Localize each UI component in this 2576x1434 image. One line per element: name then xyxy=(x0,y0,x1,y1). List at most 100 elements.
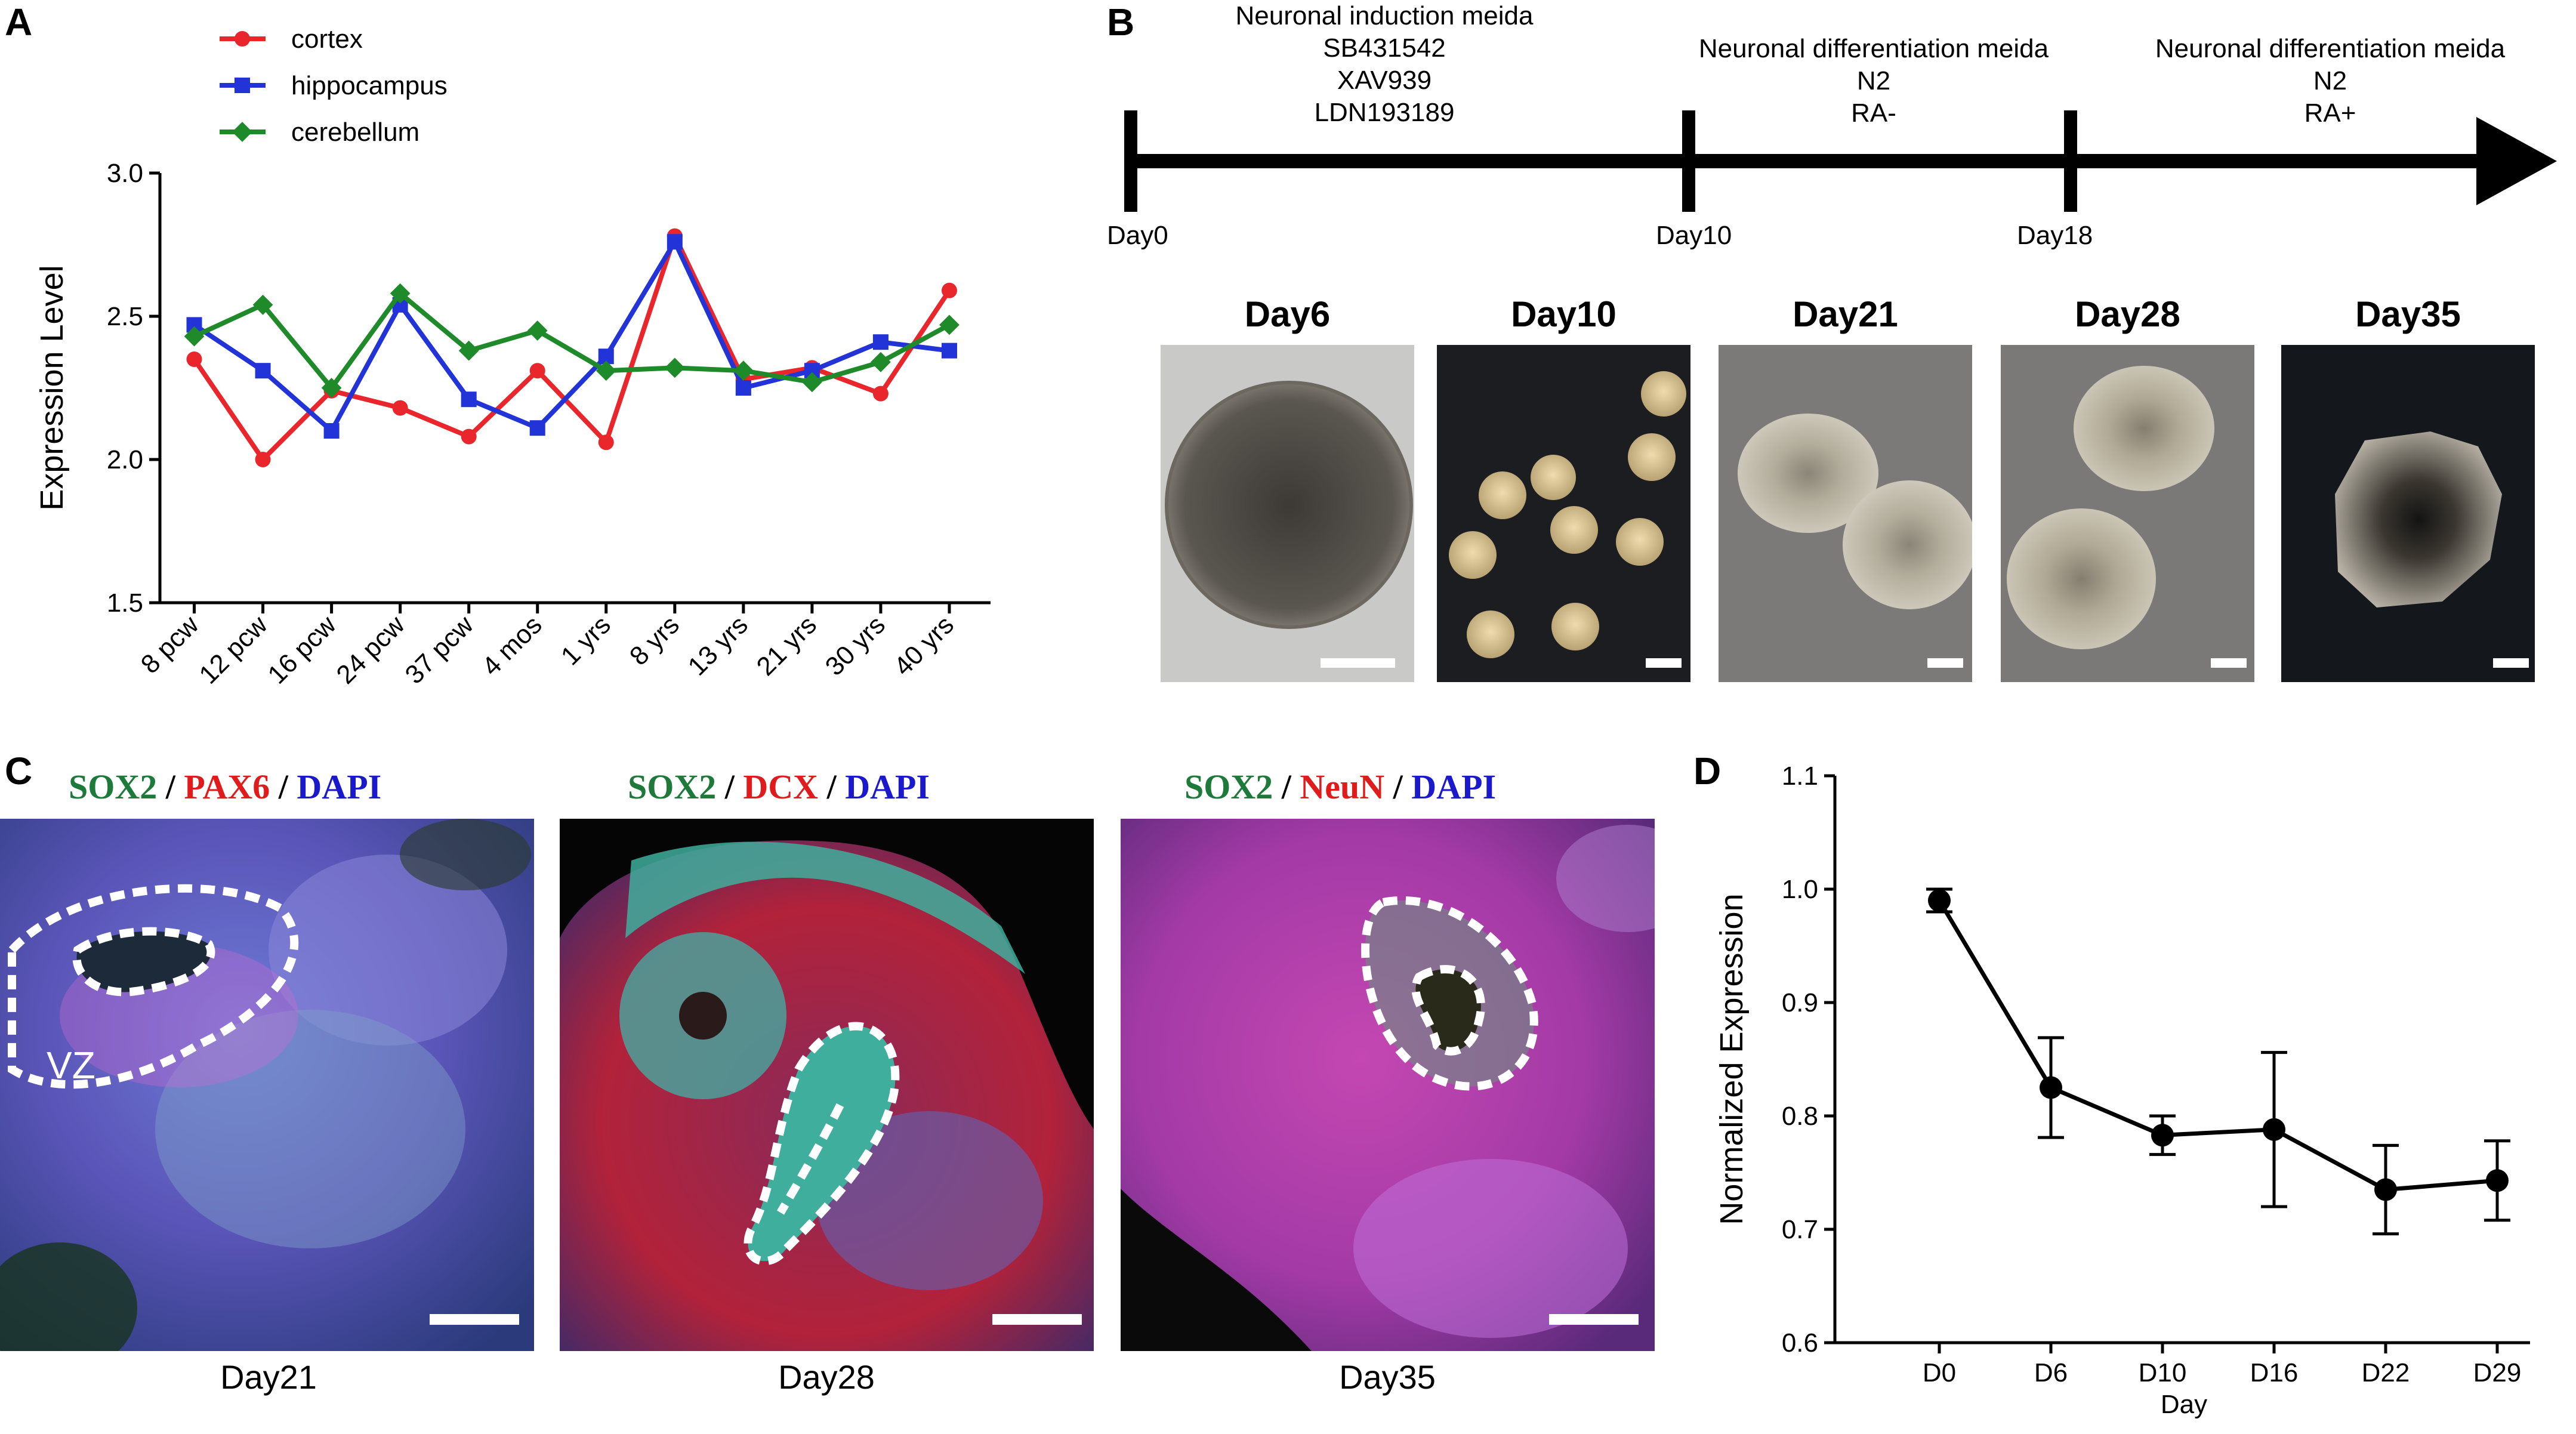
scale-bar xyxy=(2211,658,2247,668)
y-axis-title: Expression Level xyxy=(34,265,70,510)
marker-sox2: SOX2 xyxy=(69,767,158,806)
ventricular-zone-outline xyxy=(8,884,299,1089)
data-point xyxy=(2040,1076,2062,1099)
panel-d-letter: D xyxy=(1693,750,1722,792)
data-point-cerebellum xyxy=(871,351,891,372)
data-point-cortex xyxy=(461,428,477,445)
y-tick-label: 0.7 xyxy=(1782,1215,1818,1244)
y-tick-label: 0.6 xyxy=(1782,1328,1818,1358)
marker-dcx: DCX xyxy=(743,767,819,806)
photo-day35-label: Day35 xyxy=(2355,294,2461,334)
scale-bar xyxy=(1646,658,1682,668)
series-line-cerebellum xyxy=(193,289,951,392)
stain-title-day35: SOX2 / NeuN / DAPI xyxy=(1184,767,1496,807)
marker-dapi: DAPI xyxy=(297,767,382,806)
data-point-hippocampus xyxy=(529,420,545,436)
data-point-cerebellum xyxy=(939,314,960,335)
x-tick-label: 1 yrs xyxy=(556,610,616,671)
scale-bar xyxy=(1927,658,1963,668)
data-point-cortex xyxy=(529,363,545,379)
caption-day35: Day35 xyxy=(1339,1358,1436,1396)
lumen-outline xyxy=(1411,965,1485,1056)
separator: / xyxy=(716,767,744,806)
y-tick-label: 3.0 xyxy=(107,159,143,188)
timeline-arrow xyxy=(1124,110,2557,212)
caption-day21: Day21 xyxy=(220,1358,317,1396)
data-point-hippocampus xyxy=(735,380,751,396)
legend-marker-cortex xyxy=(235,31,250,47)
caption-day28: Day28 xyxy=(778,1358,875,1396)
data-point-hippocampus xyxy=(461,391,477,408)
legend-marker-hippocampus xyxy=(235,78,250,93)
x-tick-label: 40 yrs xyxy=(889,610,960,681)
separator: / xyxy=(157,767,184,806)
x-tick-label: 13 yrs xyxy=(683,610,754,681)
x-axis-title: Day xyxy=(2161,1390,2207,1419)
x-tick-label: 30 yrs xyxy=(820,610,891,681)
scale-bar xyxy=(992,1314,1082,1325)
panel-c-letter: C xyxy=(5,750,33,792)
y-tick-label: 1.0 xyxy=(1782,875,1818,904)
organoid-photo-day10 xyxy=(1437,345,1690,682)
series-line xyxy=(1937,899,2498,1192)
timeline-day18-label: Day18 xyxy=(2017,221,2093,250)
series-line-cortex xyxy=(192,229,952,464)
timeline-day0-label: Day0 xyxy=(1107,221,1168,250)
data-point-cortex xyxy=(255,452,271,467)
x-tick-label: D6 xyxy=(2034,1358,2068,1387)
scale-bar xyxy=(1321,658,1395,668)
stage3-media-text: Neuronal differentiation meida N2 RA+ xyxy=(2155,34,2506,128)
lumen-outline xyxy=(72,927,215,997)
separator: / xyxy=(818,767,846,806)
data-point-hippocampus xyxy=(255,363,271,379)
data-point-cerebellum xyxy=(252,294,273,315)
series-line-hippocampus xyxy=(193,236,950,435)
y-tick-label: 0.8 xyxy=(1782,1102,1818,1131)
marker-dapi: DAPI xyxy=(845,767,930,806)
photo-day21-label: Day21 xyxy=(1793,294,1898,334)
organoid-photo-day35 xyxy=(2281,345,2535,682)
y-tick-label: 2.5 xyxy=(107,302,143,331)
marker-sox2: SOX2 xyxy=(628,767,717,806)
timeline-day10-label: Day10 xyxy=(1656,221,1732,250)
legend-label-cortex: cortex xyxy=(291,24,363,54)
data-point-cerebellum xyxy=(458,340,479,361)
y-tick-label: 1.1 xyxy=(1782,761,1818,791)
x-tick-label: 37 pcw xyxy=(400,610,479,689)
scale-bar xyxy=(2493,658,2529,668)
x-tick-label: D10 xyxy=(2139,1358,2187,1387)
x-tick-label: 8 yrs xyxy=(624,610,685,671)
data-point xyxy=(2486,1169,2509,1192)
x-tick-label: 12 pcw xyxy=(193,610,273,689)
organoid-photo-day6 xyxy=(1161,345,1414,682)
organoid-photo-day28 xyxy=(2001,345,2254,682)
marker-sox2: SOX2 xyxy=(1184,767,1273,806)
x-tick-label: D16 xyxy=(2250,1358,2299,1387)
data-point xyxy=(2263,1118,2285,1141)
data-point-cortex xyxy=(392,400,408,416)
data-point xyxy=(2374,1178,2397,1201)
scale-bar xyxy=(430,1314,519,1325)
legend-label-hippocampus: hippocampus xyxy=(291,71,448,100)
panel-a-letter: A xyxy=(5,1,33,44)
data-point xyxy=(1928,889,1951,912)
data-point-cerebellum xyxy=(664,357,685,378)
neural-rosette-outline xyxy=(744,1022,900,1266)
separator: / xyxy=(1384,767,1412,806)
stage1-media-text: Neuronal induction meida SB431542 XAV939 L… xyxy=(1235,1,1534,127)
scale-bar xyxy=(1549,1314,1639,1325)
stain-title-day28: SOX2 / DCX / DAPI xyxy=(628,767,930,807)
data-point-hippocampus xyxy=(667,234,683,250)
data-point-cerebellum xyxy=(390,283,411,304)
y-tick-label: 2.0 xyxy=(107,445,143,474)
data-point-hippocampus xyxy=(872,334,889,350)
data-point-cerebellum xyxy=(527,320,548,341)
data-point-cerebellum xyxy=(596,360,616,381)
data-point-cerebellum xyxy=(733,360,754,381)
data-point-cerebellum xyxy=(801,372,822,393)
x-tick-label: D29 xyxy=(2473,1358,2522,1387)
stain-title-day21: SOX2 / PAX6 / DAPI xyxy=(69,767,381,807)
photo-day6-label: Day6 xyxy=(1244,294,1331,334)
legend-marker-cerebellum xyxy=(232,122,252,142)
